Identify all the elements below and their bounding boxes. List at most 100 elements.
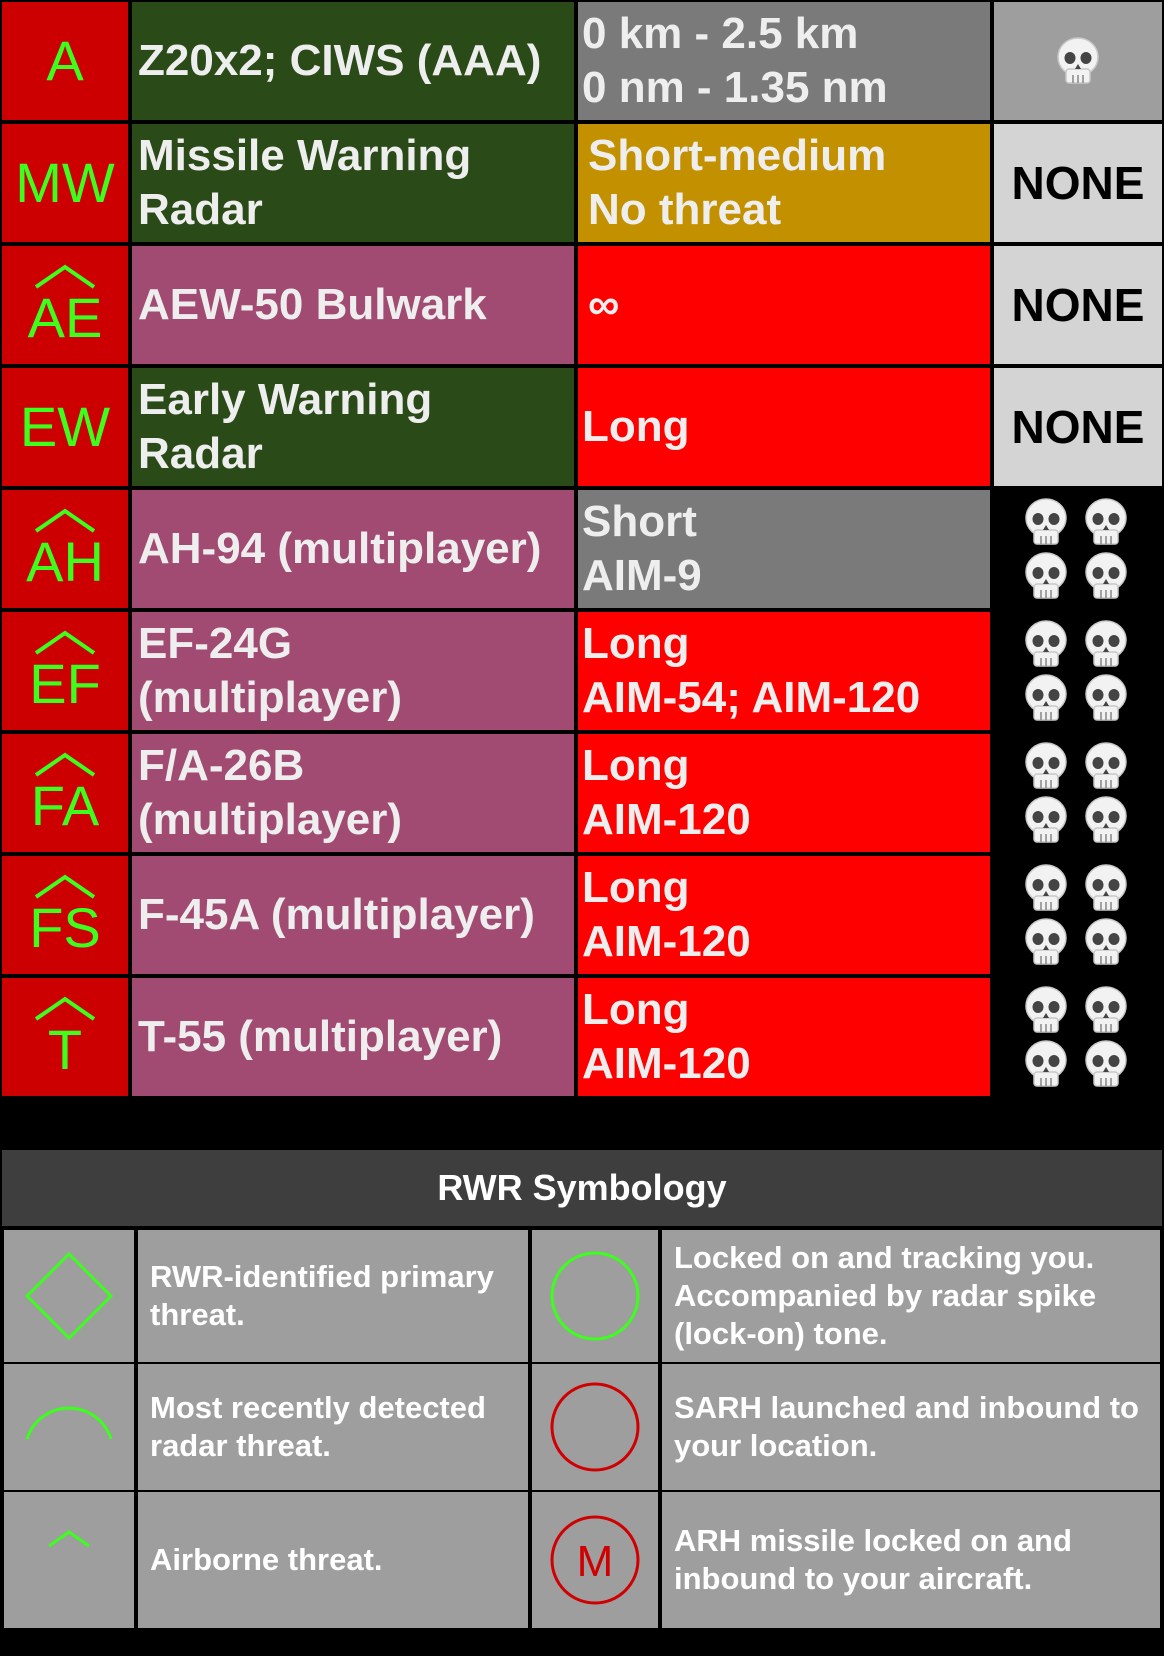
legend-title: RWR Symbology xyxy=(2,1150,1162,1226)
threat-lethality xyxy=(992,732,1164,854)
skull-icon xyxy=(1085,742,1127,789)
threat-row: T T-55 (multiplayer) Long AIM-120 xyxy=(0,976,1164,1098)
threat-name: AEW-50 Bulwark xyxy=(130,244,576,366)
threat-name-line: Radar xyxy=(138,429,263,478)
threat-range: Long AIM-120 xyxy=(576,976,992,1098)
threat-name-line: T-55 (multiplayer) xyxy=(138,1012,503,1061)
threat-range-line: No threat xyxy=(588,185,782,234)
threat-name-line: Radar xyxy=(138,185,263,234)
threat-name: Z20x2; CIWS (AAA) xyxy=(130,0,576,122)
threat-range: ∞ xyxy=(576,244,992,366)
threat-name: Missile Warning Radar xyxy=(130,122,576,244)
legend-text: ARH missile locked on and inbound to you… xyxy=(660,1490,1162,1630)
threat-symbol: FS xyxy=(0,854,130,976)
threat-range-line: Long xyxy=(582,741,690,790)
threat-range: Long AIM-120 xyxy=(576,732,992,854)
green-caret-icon xyxy=(2,1490,136,1630)
airborne-caret-icon xyxy=(34,264,96,289)
threat-name-line: EF-24G xyxy=(138,619,293,668)
skull-icon xyxy=(1085,552,1127,599)
legend-text: Airborne threat. xyxy=(136,1490,530,1630)
threat-name: AH-94 (multiplayer) xyxy=(130,488,576,610)
airborne-caret-icon xyxy=(34,752,96,777)
skull-icon xyxy=(1085,1040,1127,1087)
m-letter: M xyxy=(577,1537,614,1586)
threat-symbol-label: AH xyxy=(26,530,104,593)
threat-row: EF EF-24G (multiplayer) Long AIM-54; AIM-120 xyxy=(0,610,1164,732)
lethality-none-label: NONE xyxy=(1011,279,1145,331)
skull-icon xyxy=(1085,918,1127,965)
threat-name-line: (multiplayer) xyxy=(138,795,403,844)
threat-range-line: 0 nm - 1.35 nm xyxy=(582,63,888,112)
threat-range-line: Long xyxy=(582,619,690,668)
threat-range-line: Short xyxy=(582,497,697,546)
green-circle-icon xyxy=(530,1228,660,1364)
threat-row: MW Missile Warning Radar Short-medium No thr… xyxy=(0,122,1164,244)
threat-row: FA F/A-26B (multiplayer) Long AIM-120 xyxy=(0,732,1164,854)
threat-row: EW Early Warning Radar Long NONE xyxy=(0,366,1164,488)
skull-icon xyxy=(1085,986,1127,1033)
skull-icon xyxy=(1025,620,1067,667)
skull-icon xyxy=(1025,498,1067,545)
skull-icon xyxy=(1025,674,1067,721)
threat-name: T-55 (multiplayer) xyxy=(130,976,576,1098)
skull-icon xyxy=(1085,864,1127,911)
threat-lethality xyxy=(992,488,1164,610)
airborne-caret-icon xyxy=(34,630,96,655)
skull-icon xyxy=(1025,796,1067,843)
threat-symbol: A xyxy=(0,0,130,122)
threat-range-line: Short-medium xyxy=(588,131,887,180)
lethality-none-label: NONE xyxy=(1011,157,1145,209)
threat-range-line: AIM-9 xyxy=(582,551,702,600)
threat-name-line: F-45A (multiplayer) xyxy=(138,890,535,939)
threat-symbol-label: FS xyxy=(29,896,101,959)
skull-icon xyxy=(1085,620,1127,667)
threat-name-line: (multiplayer) xyxy=(138,673,403,722)
threat-range: Long xyxy=(576,366,992,488)
threat-range-line: Long xyxy=(582,863,690,912)
threat-symbol-label: EF xyxy=(29,652,101,715)
threat-lethality: NONE xyxy=(992,244,1164,366)
airborne-caret-icon xyxy=(34,874,96,899)
threat-symbol-label: T xyxy=(47,1018,83,1081)
threat-symbol: AH xyxy=(0,488,130,610)
legend-row: Most recently detected radar threat. SAR… xyxy=(2,1362,1162,1492)
threat-row: AE AEW-50 Bulwark ∞ NONE xyxy=(0,244,1164,366)
threat-name-line: AEW-50 Bulwark xyxy=(138,280,487,329)
legend-row: RWR-identified primary threat. Locked on… xyxy=(2,1228,1162,1364)
threat-symbol-label: EW xyxy=(19,395,111,458)
skull-icon xyxy=(1085,796,1127,843)
threat-range-line: AIM-120 xyxy=(582,1039,751,1088)
threat-symbol-label: AE xyxy=(27,286,103,349)
threat-row: FS F-45A (multiplayer) Long AIM-120 xyxy=(0,854,1164,976)
threat-table: A Z20x2; CIWS (AAA) 0 km - 2.5 km 0 nm - 1.… xyxy=(0,0,1164,1098)
threat-name-line: AH-94 (multiplayer) xyxy=(138,524,542,573)
airborne-caret-icon xyxy=(34,508,96,533)
skull-icon xyxy=(1025,918,1067,965)
threat-name: F-45A (multiplayer) xyxy=(130,854,576,976)
threat-range-line: 0 km - 2.5 km xyxy=(582,9,859,58)
threat-range-line: Long xyxy=(582,985,690,1034)
threat-symbol: EW xyxy=(0,366,130,488)
threat-name-line: Z20x2; CIWS (AAA) xyxy=(138,36,542,85)
legend-row: Airborne threat. M ARH missile locked on… xyxy=(2,1490,1162,1630)
threat-name-line: F/A-26B xyxy=(138,741,305,790)
threat-name-line: Missile Warning xyxy=(138,131,472,180)
skull-icon xyxy=(1025,864,1067,911)
threat-name: EF-24G (multiplayer) xyxy=(130,610,576,732)
skull-icon xyxy=(1085,674,1127,721)
threat-lethality xyxy=(992,854,1164,976)
skull-icon xyxy=(1025,1040,1067,1087)
threat-lethality xyxy=(992,0,1164,122)
legend-text: Locked on and tracking you. Accompanied … xyxy=(660,1228,1162,1364)
threat-symbol: EF xyxy=(0,610,130,732)
threat-range: Long AIM-120 xyxy=(576,854,992,976)
threat-name: F/A-26B (multiplayer) xyxy=(130,732,576,854)
legend-text: Most recently detected radar threat. xyxy=(136,1362,530,1492)
rwr-symbology-legend: RWR Symbology RWR-identified primary thr… xyxy=(0,1148,1164,1656)
green-arc-icon xyxy=(2,1362,136,1492)
threat-lethality: NONE xyxy=(992,122,1164,244)
threat-lethality xyxy=(992,610,1164,732)
threat-lethality: NONE xyxy=(992,366,1164,488)
